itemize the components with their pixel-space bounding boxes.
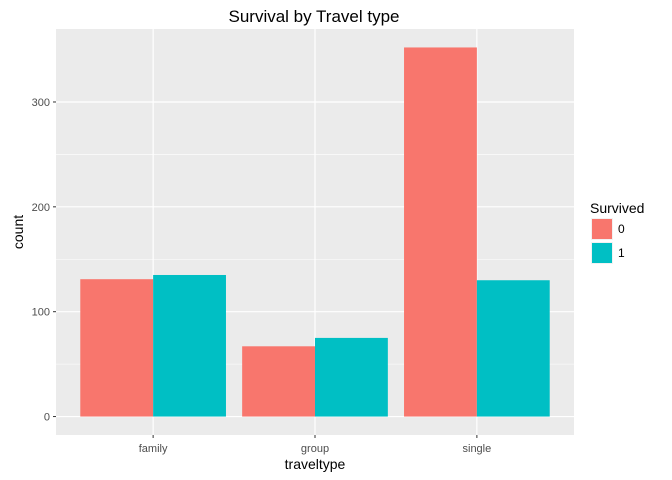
bar-family-series-1 <box>153 274 226 417</box>
y-axis-title: count <box>10 215 26 249</box>
bar-group-series-1 <box>315 337 388 417</box>
legend-label-0: 0 <box>618 222 625 236</box>
y-tick-label: 300 <box>32 97 50 109</box>
x-tick-label: family <box>139 443 168 455</box>
bars <box>80 47 550 417</box>
bar-group-series-0 <box>242 346 315 417</box>
y-tick-label: 200 <box>32 202 50 214</box>
legend: Survived 0 1 <box>590 200 644 264</box>
legend-title: Survived <box>590 200 644 216</box>
y-tick-label: 100 <box>32 307 50 319</box>
bar-single-series-0 <box>404 47 477 417</box>
y-axis-ticks: 0 100 200 300 <box>32 97 56 424</box>
x-tick-label: group <box>301 443 329 455</box>
x-tick-label: single <box>463 443 492 455</box>
legend-swatch-0 <box>592 219 612 239</box>
bar-family-series-0 <box>80 279 154 417</box>
x-axis-title: traveltype <box>285 456 346 472</box>
legend-swatch-1 <box>592 243 612 263</box>
chart-title: Survival by Travel type <box>228 7 399 26</box>
bar-single-series-1 <box>476 280 550 417</box>
legend-label-1: 1 <box>618 246 625 260</box>
x-axis-ticks: family group single <box>139 435 491 455</box>
y-tick-label: 0 <box>44 412 50 424</box>
